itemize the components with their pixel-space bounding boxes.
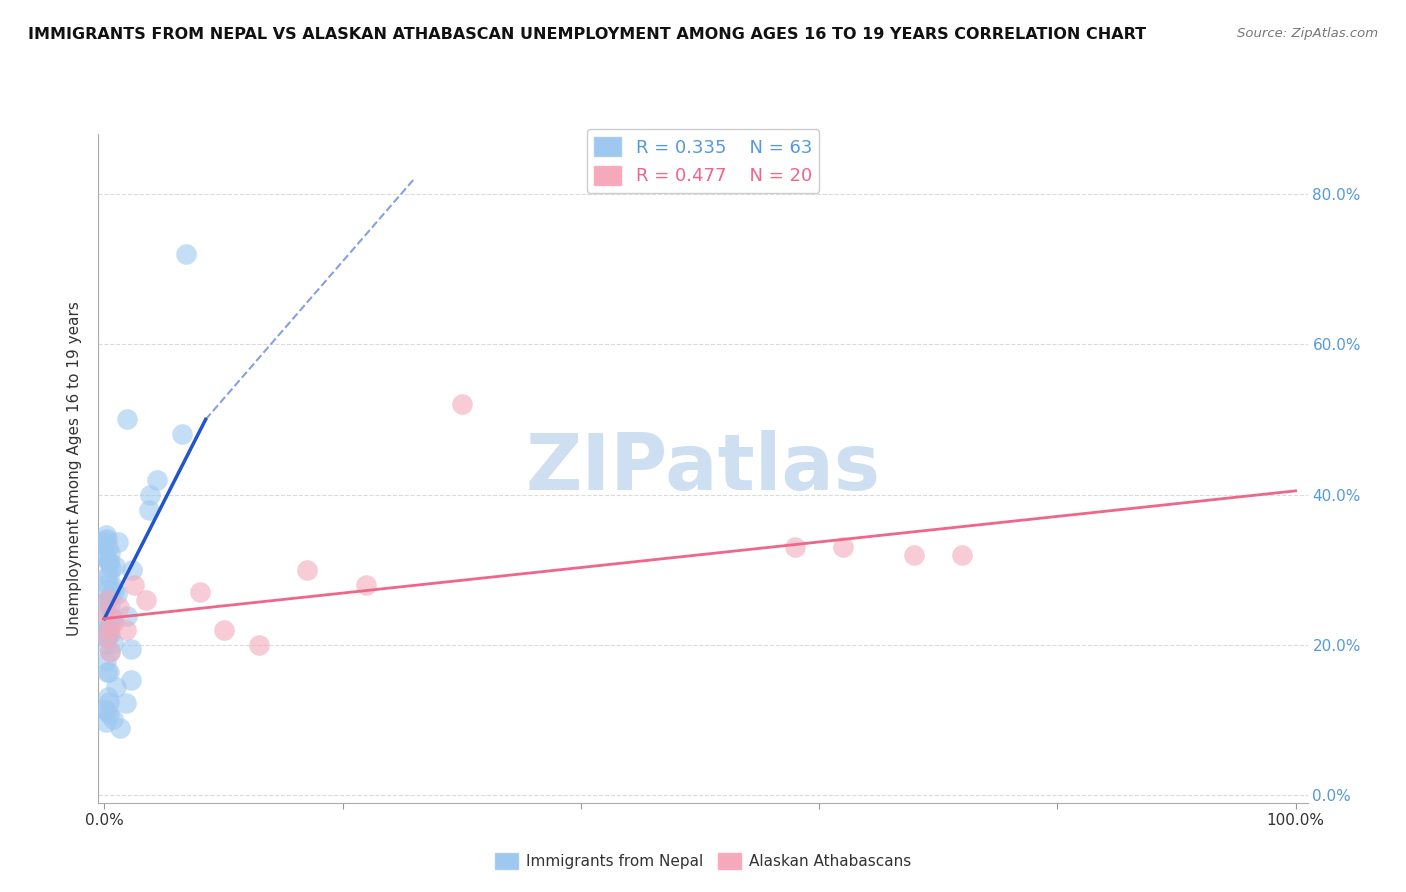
Point — [94, 607, 117, 622]
Point — [98, 546, 121, 560]
Point — [107, 534, 129, 549]
Point — [103, 636, 125, 650]
Point — [950, 548, 973, 562]
Point — [94, 624, 117, 638]
Point — [122, 578, 145, 592]
Point — [96, 704, 118, 718]
Point — [103, 612, 125, 626]
Point — [212, 623, 235, 637]
Point — [174, 247, 197, 261]
Point — [96, 577, 118, 591]
Point — [97, 592, 120, 607]
Point — [101, 712, 124, 726]
Point — [96, 630, 118, 644]
Point — [97, 540, 120, 554]
Point — [188, 585, 211, 599]
Point — [94, 654, 117, 668]
Point — [101, 580, 124, 594]
Legend: Immigrants from Nepal, Alaskan Athabascans: Immigrants from Nepal, Alaskan Athabasca… — [489, 847, 917, 875]
Point — [96, 665, 118, 680]
Point — [98, 569, 121, 583]
Point — [97, 690, 120, 704]
Point — [98, 695, 121, 709]
Point — [98, 645, 121, 659]
Point — [94, 613, 117, 627]
Text: IMMIGRANTS FROM NEPAL VS ALASKAN ATHABASCAN UNEMPLOYMENT AMONG AGES 16 TO 19 YEA: IMMIGRANTS FROM NEPAL VS ALASKAN ATHABAS… — [28, 27, 1146, 42]
Point — [103, 615, 125, 630]
Point — [94, 548, 117, 562]
Point — [139, 487, 162, 501]
Point — [98, 554, 121, 568]
Point — [94, 598, 117, 612]
Point — [94, 594, 117, 608]
Point — [98, 618, 121, 632]
Point — [94, 628, 117, 642]
Point — [94, 637, 117, 651]
Point — [98, 627, 121, 641]
Point — [96, 630, 118, 644]
Point — [120, 673, 142, 688]
Point — [94, 702, 117, 716]
Point — [97, 625, 120, 640]
Point — [100, 561, 122, 575]
Point — [138, 502, 160, 516]
Point — [96, 629, 118, 643]
Point — [96, 631, 118, 645]
Point — [94, 533, 117, 548]
Text: Source: ZipAtlas.com: Source: ZipAtlas.com — [1237, 27, 1378, 40]
Point — [96, 583, 118, 598]
Point — [94, 535, 117, 549]
Point — [115, 696, 138, 710]
Y-axis label: Unemployment Among Ages 16 to 19 years: Unemployment Among Ages 16 to 19 years — [67, 301, 83, 636]
Point — [135, 592, 157, 607]
Point — [94, 551, 117, 566]
Point — [117, 609, 139, 624]
Point — [115, 412, 138, 426]
Point — [94, 715, 117, 730]
Point — [356, 578, 378, 592]
Point — [101, 609, 124, 624]
Point — [104, 559, 127, 574]
Point — [98, 589, 121, 603]
Point — [104, 681, 127, 695]
Point — [98, 623, 121, 637]
Point — [94, 624, 117, 638]
Point — [785, 540, 807, 554]
Point — [98, 644, 121, 658]
Text: ZIPatlas: ZIPatlas — [526, 430, 880, 507]
Point — [247, 638, 270, 652]
Point — [98, 598, 121, 612]
Point — [295, 563, 318, 577]
Point — [98, 557, 121, 571]
Point — [97, 665, 120, 680]
Point — [170, 427, 193, 442]
Point — [107, 600, 129, 615]
Point — [114, 623, 136, 637]
Point — [120, 641, 142, 656]
Point — [97, 623, 120, 637]
Point — [96, 532, 118, 546]
Point — [110, 721, 132, 735]
Point — [98, 706, 121, 721]
Point — [450, 397, 472, 411]
Point — [832, 540, 855, 554]
Point — [96, 569, 118, 583]
Point — [105, 587, 128, 601]
Point — [103, 583, 125, 598]
Point — [146, 473, 169, 487]
Point — [96, 527, 118, 541]
Point — [903, 548, 925, 562]
Point — [121, 563, 143, 577]
